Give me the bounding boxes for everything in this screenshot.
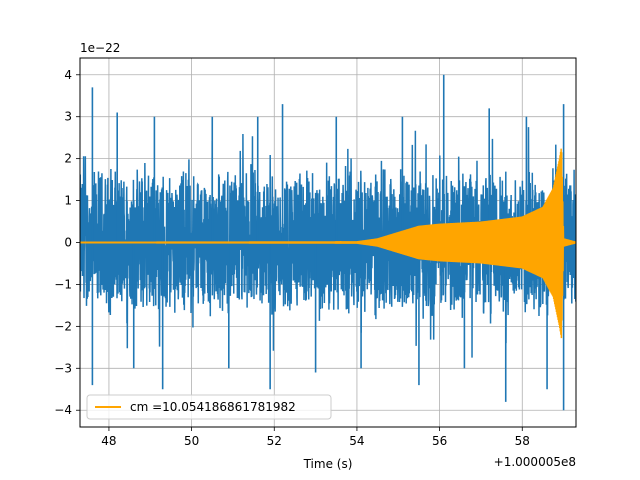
x-tick-label: 52 [267, 434, 282, 448]
y-tick-label: 2 [64, 152, 72, 166]
x-tick-label: 58 [515, 434, 530, 448]
x-tick-label: 50 [184, 434, 199, 448]
y-scale-label: 1e−22 [80, 41, 120, 55]
y-tick-label: −1 [54, 277, 72, 291]
x-axis: 48 50 52 54 56 58 [101, 427, 530, 448]
y-tick-label: −3 [54, 361, 72, 375]
legend: cm =10.054186861781982 [86, 394, 332, 420]
x-tick-label: 56 [432, 434, 447, 448]
x-tick-label: 54 [349, 434, 364, 448]
legend-box [86, 394, 332, 420]
y-tick-label: 0 [64, 236, 72, 250]
chirp-series-line [80, 148, 576, 339]
y-tick-label: 1 [64, 194, 72, 208]
y-axis: −4 −3 −2 −1 0 1 2 3 4 [54, 68, 80, 417]
x-offset-label: +1.000005e8 [494, 455, 576, 469]
y-tick-label: 3 [64, 110, 72, 124]
y-tick-label: −2 [54, 319, 72, 333]
y-tick-label: −4 [54, 403, 72, 417]
series-layer [80, 74, 576, 411]
y-tick-label: 4 [64, 68, 72, 82]
x-tick-label: 48 [101, 434, 116, 448]
legend-label: cm =10.054186861781982 [130, 400, 296, 414]
x-axis-label: Time (s) [303, 457, 353, 471]
